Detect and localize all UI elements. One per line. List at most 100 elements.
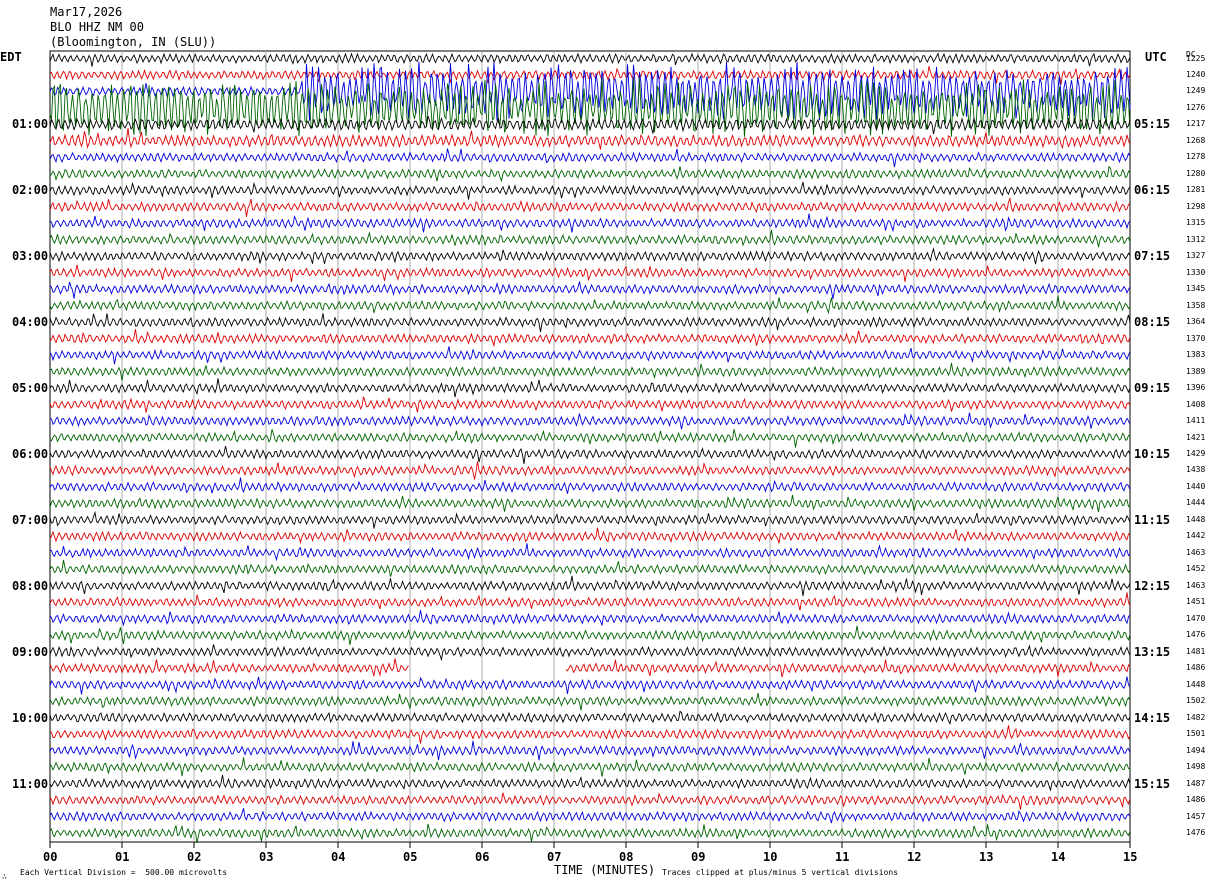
- trace-line: [49, 378, 1131, 398]
- dc-offset-label: 1312: [1186, 234, 1206, 244]
- dc-offset-label: 1370: [1186, 333, 1206, 343]
- dc-offset-label: 1457: [1186, 811, 1206, 821]
- dc-offset-label: 1280: [1186, 168, 1206, 178]
- trace-line: [49, 213, 1131, 233]
- edt-hour-label: 05:00: [12, 381, 49, 396]
- utc-hour-label: 07:15: [1134, 249, 1171, 264]
- trace-line: [49, 115, 1131, 135]
- dc-offset-label: 1278: [1186, 152, 1206, 162]
- trace-line: [49, 808, 1131, 824]
- x-tick-label: 02: [187, 850, 202, 864]
- trace-line: [49, 823, 1131, 843]
- utc-hour-label: 09:15: [1134, 381, 1171, 396]
- trace-line: [49, 196, 1131, 217]
- trace-line: [49, 229, 1131, 248]
- trace-line: [49, 477, 1131, 494]
- time-grid: [49, 50, 1131, 843]
- dc-offset-label: 1501: [1186, 729, 1206, 739]
- trace-line: [49, 461, 1131, 480]
- x-tick-label: 07: [547, 850, 562, 864]
- dc-offset-label: 1438: [1186, 465, 1206, 475]
- plot-frame: [49, 50, 1131, 843]
- dc-offset-label: 1494: [1186, 745, 1206, 755]
- trace-line: [49, 592, 1131, 611]
- dc-offset-label: 1396: [1186, 383, 1206, 393]
- x-tick-label: 01: [115, 850, 130, 864]
- trace-line: [49, 543, 1131, 562]
- dc-offset-label: 1240: [1186, 69, 1206, 79]
- dc-offset-label: 1389: [1186, 366, 1206, 376]
- trace-line: [49, 412, 1131, 430]
- trace-line: [49, 527, 1131, 545]
- utc-hour-label: 14:15: [1134, 710, 1171, 725]
- dc-offset-label: 1451: [1186, 597, 1206, 607]
- dc-offset-label: 1281: [1186, 185, 1206, 195]
- edt-hour-label: 09:00: [12, 644, 49, 659]
- dc-offset-label: 1444: [1186, 498, 1206, 508]
- edt-hour-label: 08:00: [12, 578, 49, 593]
- dc-offset-label: 1476: [1186, 828, 1206, 838]
- clip-note: Traces clipped at plus/minus 5 vertical …: [662, 868, 899, 877]
- edt-hour-label: 07:00: [12, 512, 49, 527]
- edt-hour-label: 11:00: [12, 776, 49, 791]
- dc-offset-label: 1502: [1186, 696, 1206, 706]
- station-location: (Bloomington, IN (SLU)): [50, 35, 217, 49]
- trace-line: [49, 559, 1131, 577]
- corner-mark: ∴: [2, 872, 7, 881]
- dc-offset-label: 1225: [1186, 53, 1206, 63]
- edt-hour-label: 02:00: [12, 183, 49, 198]
- trace-line: [49, 510, 1131, 529]
- trace-line: [49, 676, 1131, 695]
- dc-offset-label: 1440: [1186, 481, 1206, 491]
- trace-line: [49, 362, 1131, 381]
- trace-line: [49, 247, 1131, 265]
- trace-line: [49, 625, 1131, 646]
- dc-offset-label: 1364: [1186, 317, 1206, 327]
- dc-offset-label: 1452: [1186, 564, 1206, 574]
- edt-hour-label: 04:00: [12, 315, 49, 330]
- dc-offset-label: 1448: [1186, 514, 1206, 524]
- trace-line: [49, 692, 1131, 711]
- dc-offset-label: 1276: [1186, 102, 1206, 112]
- trace-line: [49, 281, 1131, 300]
- x-tick-label: 06: [475, 850, 490, 864]
- dc-offset-label: 1448: [1186, 679, 1206, 689]
- x-tick-label: 13: [979, 850, 994, 864]
- dc-offset-label: 1476: [1186, 630, 1206, 640]
- trace-line: [49, 295, 1131, 315]
- dc-offset-label: 1383: [1186, 350, 1206, 360]
- x-tick-label: 10: [763, 850, 778, 864]
- dc-offset-label: 1217: [1186, 119, 1206, 129]
- trace-line: [49, 740, 1131, 761]
- dc-offset-label: 1482: [1186, 712, 1206, 722]
- dc-offset-label: 1249: [1186, 86, 1206, 96]
- dc-offset-label: 1330: [1186, 267, 1206, 277]
- trace-line: [49, 445, 1131, 465]
- utc-hour-label: 15:15: [1134, 776, 1171, 791]
- dc-offset-label: 1327: [1186, 251, 1206, 261]
- utc-hour-label: 06:15: [1134, 183, 1171, 198]
- x-tick-label: 00: [43, 850, 58, 864]
- trace-line: [49, 346, 1131, 365]
- trace-line: [49, 52, 1131, 67]
- dc-offset-label: 1421: [1186, 432, 1206, 442]
- dc-offset-label: 1268: [1186, 135, 1206, 145]
- x-tick-label: 11: [835, 850, 850, 864]
- trace-line: [49, 313, 1131, 333]
- x-tick-label: 05: [403, 850, 418, 864]
- x-axis-title: TIME (MINUTES): [554, 863, 656, 877]
- trace-line: [49, 429, 1131, 448]
- edt-hour-label: 10:00: [12, 710, 49, 725]
- dc-offset-label: 1315: [1186, 218, 1206, 228]
- utc-hour-label: 08:15: [1134, 315, 1171, 330]
- dc-offset-label: 1487: [1186, 778, 1206, 788]
- trace-line: [49, 792, 1131, 810]
- dc-offset-label: 1358: [1186, 300, 1206, 310]
- trace-line: [49, 610, 1131, 627]
- trace-line: [49, 725, 1131, 744]
- utc-hour-label: 11:15: [1134, 512, 1171, 527]
- dc-offset-label: 1486: [1186, 663, 1206, 673]
- trace-line: [49, 264, 1131, 282]
- dc-offset-header: DC: [1186, 50, 1196, 59]
